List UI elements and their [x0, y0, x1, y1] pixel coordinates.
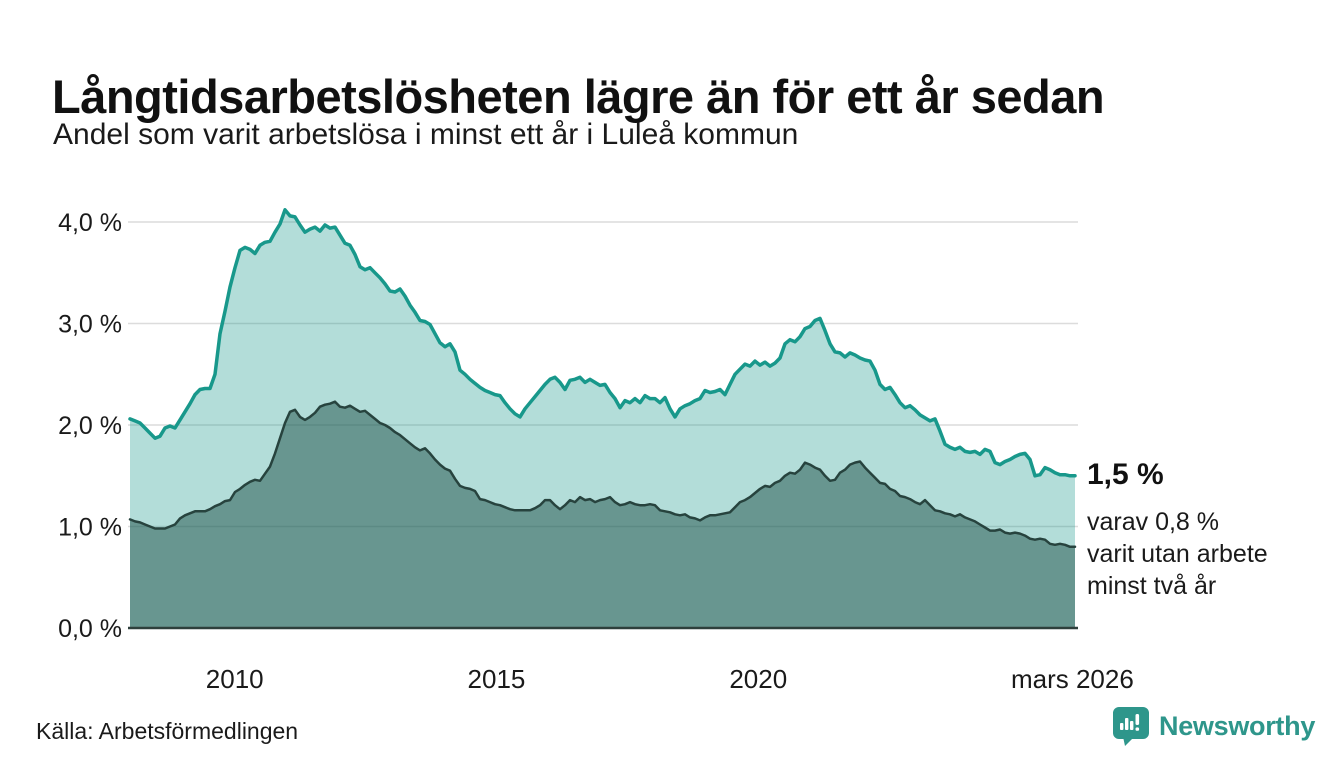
x-axis-tick-label: mars 2026 — [1011, 664, 1134, 694]
area-fill — [130, 401, 1075, 628]
brand-wordmark: Newsworthy — [1159, 711, 1316, 741]
source-attribution: Källa: Arbetsförmedlingen — [36, 718, 299, 744]
end-value-annotation: 1,5 % varav 0,8 % varit utan arbete mins… — [1087, 458, 1327, 602]
newsworthy-logo: Newsworthy — [1112, 706, 1315, 747]
x-axis-tick-label: 2010 — [206, 664, 264, 694]
note-line: varav 0,8 % — [1087, 508, 1220, 536]
chart-subtitle: Andel som varit arbetslösa i minst ett å… — [53, 118, 799, 151]
y-axis-tick-label: 4,0 % — [58, 209, 122, 237]
note-line: minst två år — [1087, 572, 1217, 600]
y-axis-tick-label: 1,0 % — [58, 514, 122, 542]
y-axis-tick-label: 2,0 % — [58, 412, 122, 440]
secondary-value-note: varav 0,8 % varit utan arbete minst två … — [1087, 506, 1327, 602]
series-line — [128, 208, 1077, 478]
series-line — [128, 400, 1077, 549]
y-axis-tick-label: 0,0 % — [58, 615, 122, 643]
x-axis-tick-label: 2015 — [468, 664, 526, 694]
note-line: varit utan arbete — [1087, 540, 1268, 568]
latest-value-label: 1,5 % — [1087, 458, 1164, 491]
newsworthy-bubble-chart-icon — [1112, 706, 1150, 747]
x-axis-tick-label: 2020 — [729, 664, 787, 694]
y-axis-tick-label: 3,0 % — [58, 311, 122, 339]
page-title: Långtidsarbetslösheten lägre än för ett … — [52, 70, 1105, 124]
